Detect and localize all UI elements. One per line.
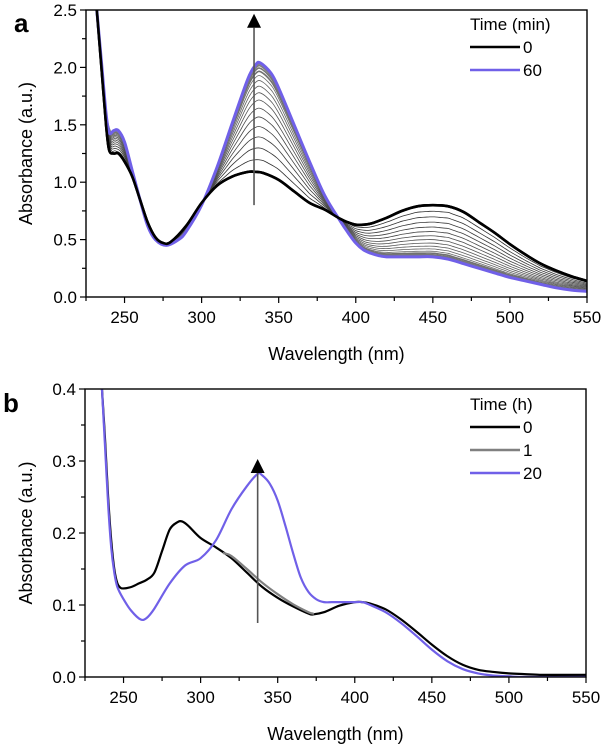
intermediate-curve xyxy=(95,10,587,292)
x-tick-label: 450 xyxy=(419,308,447,327)
series-line-20 xyxy=(100,389,586,677)
intermediate-curve xyxy=(95,10,587,292)
y-tick-label: 1.0 xyxy=(53,173,77,192)
legend-title: Time (h) xyxy=(470,395,533,414)
y-tick-label: 0.5 xyxy=(53,231,77,250)
y-tick-label: 0.4 xyxy=(52,380,76,399)
x-tick-label: 400 xyxy=(342,308,370,327)
x-tick-label: 500 xyxy=(496,308,524,327)
legend-entry-label: 1 xyxy=(523,441,532,460)
x-tick-label: 550 xyxy=(572,688,600,707)
x-axis-title: Wavelength (nm) xyxy=(267,724,403,744)
x-tick-label: 300 xyxy=(187,308,215,327)
x-tick-label: 350 xyxy=(264,688,292,707)
trend-arrow-head-icon xyxy=(250,459,265,473)
y-tick-label: 1.5 xyxy=(53,116,77,135)
x-tick-label: 450 xyxy=(418,688,446,707)
x-tick-label: 250 xyxy=(110,308,138,327)
trend-arrow-head-icon xyxy=(247,13,262,28)
panel-label: b xyxy=(3,388,19,418)
y-tick-label: 0.0 xyxy=(52,668,76,687)
x-tick-label: 400 xyxy=(341,688,369,707)
series-line-0 xyxy=(95,10,587,283)
legend: Time (min) 0 60 xyxy=(470,15,551,80)
legend-entry-label: 20 xyxy=(523,464,542,483)
x-axis-title: Wavelength (nm) xyxy=(268,344,404,364)
y-tick-label: 2.0 xyxy=(53,58,77,77)
y-axis-title: Absorbance (a.u.) xyxy=(16,82,36,225)
y-tick-label: 0.3 xyxy=(52,452,76,471)
x-tick-label: 500 xyxy=(495,688,523,707)
y-tick-label: 0.0 xyxy=(53,288,77,307)
y-tick-label: 0.2 xyxy=(52,524,76,543)
legend-title: Time (min) xyxy=(470,15,551,34)
series-line-60 xyxy=(95,10,587,293)
x-tick-label: 250 xyxy=(109,688,137,707)
y-axis-title: Absorbance (a.u.) xyxy=(16,461,36,604)
panel-label: a xyxy=(14,8,29,38)
x-tick-label: 300 xyxy=(186,688,214,707)
legend-entry-label: 0 xyxy=(523,418,532,437)
panel-a: 250 300 350 400 450 500 550 0.0 0.5 1.0 1.5 2.0 2.5 W… xyxy=(14,1,601,364)
x-tick-label: 550 xyxy=(573,308,601,327)
plot-area-a xyxy=(95,10,587,293)
plot-area-b xyxy=(100,389,586,677)
y-tick-label: 2.5 xyxy=(53,1,77,20)
intermediate-curve xyxy=(95,10,587,293)
x-tick-label: 350 xyxy=(265,308,293,327)
legend-entry-label: 60 xyxy=(523,61,542,80)
series-line-0-overlay xyxy=(95,10,587,283)
series-line-0 xyxy=(100,389,586,676)
intermediate-curve xyxy=(95,10,587,292)
y-tick-label: 0.1 xyxy=(52,596,76,615)
legend-entry-label: 0 xyxy=(523,38,532,57)
plot-frame xyxy=(85,9,588,298)
legend: Time (h) 0 1 20 xyxy=(470,395,542,483)
plot-frame xyxy=(84,388,587,678)
series-line-1 xyxy=(222,552,315,615)
panel-b: 250 300 350 400 450 500 550 0.0 0.1 0.2 0.3 0.4 Wave… xyxy=(3,380,600,744)
